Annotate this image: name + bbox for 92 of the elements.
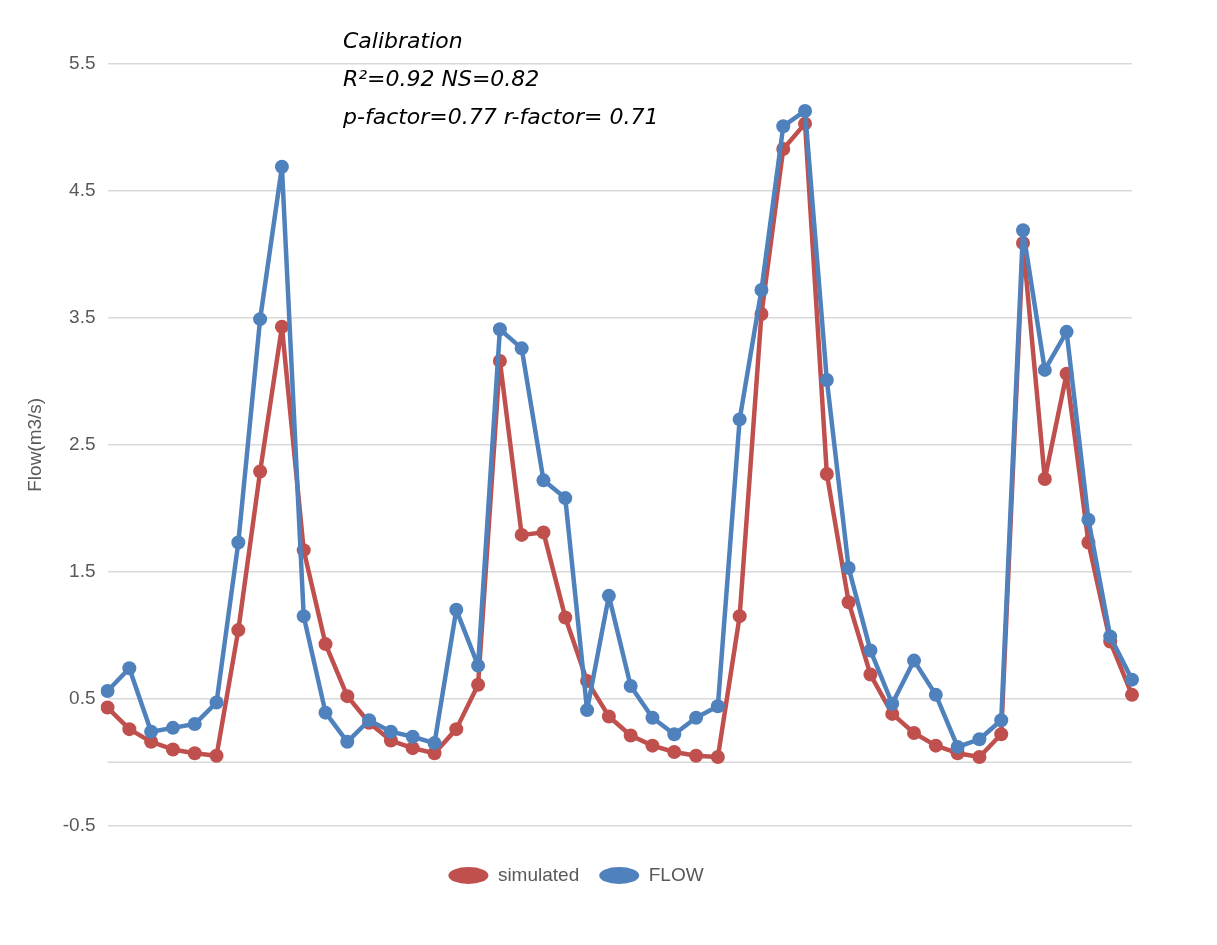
point	[623, 728, 638, 743]
y-tick-label: 3.5	[69, 306, 96, 328]
point	[449, 602, 464, 617]
point	[471, 658, 486, 673]
legend-label: FLOW	[648, 863, 704, 885]
point	[122, 661, 137, 676]
point	[296, 609, 311, 624]
point	[667, 744, 682, 759]
point	[950, 739, 965, 754]
point	[689, 710, 704, 725]
point	[907, 653, 922, 668]
point	[994, 727, 1009, 742]
point	[340, 689, 355, 704]
point	[405, 741, 420, 756]
point	[863, 643, 878, 658]
point	[253, 312, 268, 327]
point	[492, 322, 507, 337]
point	[100, 700, 115, 715]
point	[514, 527, 529, 542]
point	[558, 610, 573, 625]
point	[100, 684, 115, 699]
point	[732, 609, 747, 624]
point	[274, 159, 289, 174]
point	[165, 742, 180, 757]
point	[514, 341, 529, 356]
point	[623, 678, 638, 693]
point	[558, 491, 573, 506]
y-tick-label: 0.5	[69, 686, 96, 708]
point	[601, 588, 616, 603]
point	[144, 724, 159, 739]
point	[972, 750, 987, 765]
point	[907, 725, 922, 740]
y-tick-label: 4.5	[69, 179, 96, 201]
point	[601, 709, 616, 724]
point	[776, 119, 791, 134]
point	[841, 560, 856, 575]
point	[580, 703, 595, 718]
point	[863, 667, 878, 682]
point	[209, 695, 224, 710]
point	[405, 729, 420, 744]
legend-label: simulated	[497, 863, 580, 885]
point	[122, 722, 137, 737]
point	[754, 282, 769, 297]
point	[928, 738, 943, 753]
point	[645, 738, 660, 753]
point	[536, 473, 551, 488]
point	[1081, 512, 1096, 527]
point	[667, 727, 682, 742]
point	[645, 710, 660, 725]
point	[1059, 324, 1074, 339]
point	[231, 535, 246, 550]
point	[710, 699, 725, 714]
point	[340, 734, 355, 749]
point	[798, 103, 813, 118]
point	[318, 705, 333, 720]
point	[732, 412, 747, 427]
point	[994, 713, 1009, 728]
point	[187, 717, 202, 732]
point	[1125, 687, 1139, 702]
y-axis-title: Flow(m3/s)	[23, 397, 45, 492]
point	[1125, 672, 1139, 687]
y-tick-label: 5.5	[69, 52, 96, 74]
point	[1016, 223, 1031, 238]
point	[187, 746, 202, 761]
point	[819, 467, 834, 481]
y-tick-label: -0.5	[62, 813, 96, 835]
point	[536, 525, 551, 540]
point	[253, 464, 268, 479]
point	[1103, 629, 1118, 644]
point	[885, 696, 900, 711]
point	[928, 687, 943, 702]
point	[710, 750, 725, 765]
point	[427, 736, 442, 751]
point	[449, 722, 464, 737]
point	[689, 748, 704, 763]
annotation: p-factor=0.77 r-factor= 0.71	[343, 103, 659, 131]
point	[819, 373, 834, 388]
point	[383, 724, 398, 739]
y-tick-label: 2.5	[69, 433, 96, 455]
y-tick-label: 1.5	[69, 559, 96, 581]
point	[318, 637, 333, 652]
point	[231, 623, 246, 638]
point	[165, 720, 180, 735]
text: Calibration	[343, 27, 464, 55]
annotation: R²=0.92 NS=0.82	[343, 65, 541, 93]
point	[209, 748, 224, 763]
point	[274, 319, 289, 334]
point	[1037, 472, 1052, 487]
point	[972, 732, 987, 747]
point	[841, 595, 856, 610]
point	[471, 677, 486, 692]
point	[1037, 362, 1052, 377]
